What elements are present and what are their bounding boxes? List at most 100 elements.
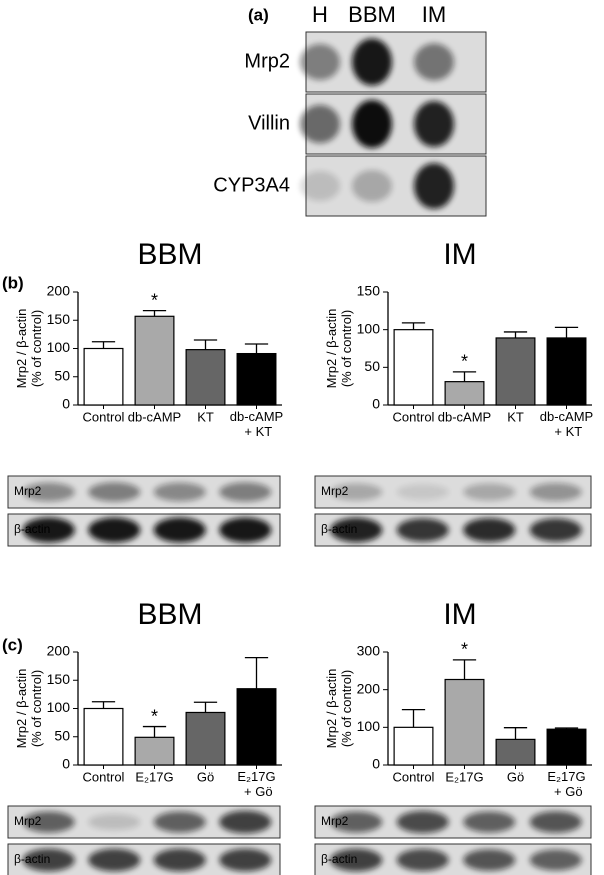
blot-band xyxy=(330,483,383,501)
y-tick-label: 150 xyxy=(47,671,71,687)
y-tick-label: 0 xyxy=(62,396,70,412)
y-axis-label-line: (% of control) xyxy=(29,670,44,747)
blot-band xyxy=(300,104,340,144)
blot-band xyxy=(463,811,516,833)
x-tick-label-line: E₂17G xyxy=(547,769,585,784)
y-axis-label-line: Mrp2 / β-actin xyxy=(324,669,339,749)
blot-band xyxy=(463,849,516,871)
blot-band xyxy=(414,43,454,81)
blot-band xyxy=(22,848,75,872)
blot-band xyxy=(300,171,340,201)
y-tick-label: 50 xyxy=(54,367,70,383)
y-tick-label: 50 xyxy=(364,358,380,374)
bar xyxy=(83,707,124,766)
panel-label: (a) xyxy=(248,5,269,24)
blot-band xyxy=(529,811,582,833)
y-tick-label: 200 xyxy=(47,643,71,659)
chart-title: BBM xyxy=(137,598,202,631)
y-tick-label: 100 xyxy=(47,339,71,355)
y-tick-label: 100 xyxy=(357,718,381,734)
bar xyxy=(134,736,175,766)
bar xyxy=(83,347,124,406)
blot-band xyxy=(88,848,141,872)
blot-band xyxy=(529,482,582,502)
blot-band xyxy=(396,484,449,500)
y-axis-label: Mrp2 / β-actin(% of control) xyxy=(324,669,354,749)
bar xyxy=(236,352,277,406)
blot-band xyxy=(352,100,392,148)
blot-label: β-actin xyxy=(14,522,50,536)
blot-label: β-actin xyxy=(321,522,357,536)
row-label: CYP3A4 xyxy=(213,174,290,196)
blot-label: β-actin xyxy=(321,852,357,866)
annotation: * xyxy=(151,706,158,726)
blot-band xyxy=(153,482,206,502)
bar xyxy=(185,349,226,406)
blot-band xyxy=(463,518,516,542)
annotation: * xyxy=(151,290,158,310)
x-tick-label: Control xyxy=(83,769,125,784)
y-axis-label-line: (% of control) xyxy=(339,310,354,387)
x-tick-label: Gö xyxy=(507,769,524,784)
bar xyxy=(185,711,226,766)
blot-band xyxy=(88,517,141,543)
blot-band xyxy=(219,848,272,872)
y-tick-label: 100 xyxy=(357,320,381,336)
annotation: * xyxy=(461,352,468,372)
y-tick-label: 100 xyxy=(47,699,71,715)
blot-band xyxy=(463,483,516,501)
blot-band xyxy=(529,518,582,542)
blot-band xyxy=(153,517,206,543)
blot-band xyxy=(529,849,582,871)
x-tick-label: db-cAMP xyxy=(438,409,491,424)
x-tick-label-line: + KT xyxy=(241,424,272,439)
blot-label: Mrp2 xyxy=(14,484,42,498)
y-axis-label-line: Mrp2 / β-actin xyxy=(324,309,339,389)
y-axis-label-line: Mrp2 / β-actin xyxy=(14,669,29,749)
chart-title: BBM xyxy=(137,238,202,271)
x-tick-label: KT xyxy=(507,409,524,424)
x-tick-label: db-cAMP xyxy=(128,409,181,424)
lane-label: BBM xyxy=(348,2,396,27)
panel-label: (b) xyxy=(2,273,24,292)
blot-band xyxy=(22,482,75,502)
y-axis-label: Mrp2 / β-actin(% of control) xyxy=(14,669,44,749)
blot-band xyxy=(219,517,272,543)
y-tick-label: 0 xyxy=(372,396,380,412)
blot-label: β-actin xyxy=(14,852,50,866)
x-tick-label: db-cAMP + KT xyxy=(230,409,283,439)
blot-band xyxy=(153,811,206,833)
bar xyxy=(546,728,587,766)
x-tick-label-line: + Gö xyxy=(550,784,582,799)
y-tick-label: 0 xyxy=(372,756,380,772)
blot-band xyxy=(88,482,141,502)
x-tick-label: E₂17G xyxy=(135,769,173,784)
y-tick-label: 0 xyxy=(62,756,70,772)
y-tick-label: 50 xyxy=(54,727,70,743)
blot-band xyxy=(22,517,75,543)
lane-label: IM xyxy=(422,2,446,27)
x-tick-label-line: + KT xyxy=(551,424,582,439)
chart-title: IM xyxy=(443,598,476,631)
bar xyxy=(444,678,485,766)
blot-band xyxy=(396,518,449,542)
x-tick-label: Control xyxy=(83,409,125,424)
x-tick-label: E₂17G + Gö xyxy=(237,769,275,799)
blot-band xyxy=(330,848,383,872)
lane-label: H xyxy=(312,2,328,27)
bar xyxy=(444,381,485,406)
bar xyxy=(546,337,587,406)
blot-band xyxy=(153,848,206,872)
x-tick-label-line: db-cAMP xyxy=(230,409,283,424)
bar xyxy=(495,738,536,766)
x-tick-label: E₂17G xyxy=(445,769,483,784)
y-axis-label-line: Mrp2 / β-actin xyxy=(14,309,29,389)
row-label: Mrp2 xyxy=(244,50,290,72)
y-tick-label: 200 xyxy=(357,680,381,696)
bar xyxy=(134,315,175,406)
y-tick-label: 150 xyxy=(357,283,381,299)
x-tick-label: db-cAMP + KT xyxy=(540,409,593,439)
blot-band xyxy=(300,43,340,81)
blot-band xyxy=(414,101,454,147)
